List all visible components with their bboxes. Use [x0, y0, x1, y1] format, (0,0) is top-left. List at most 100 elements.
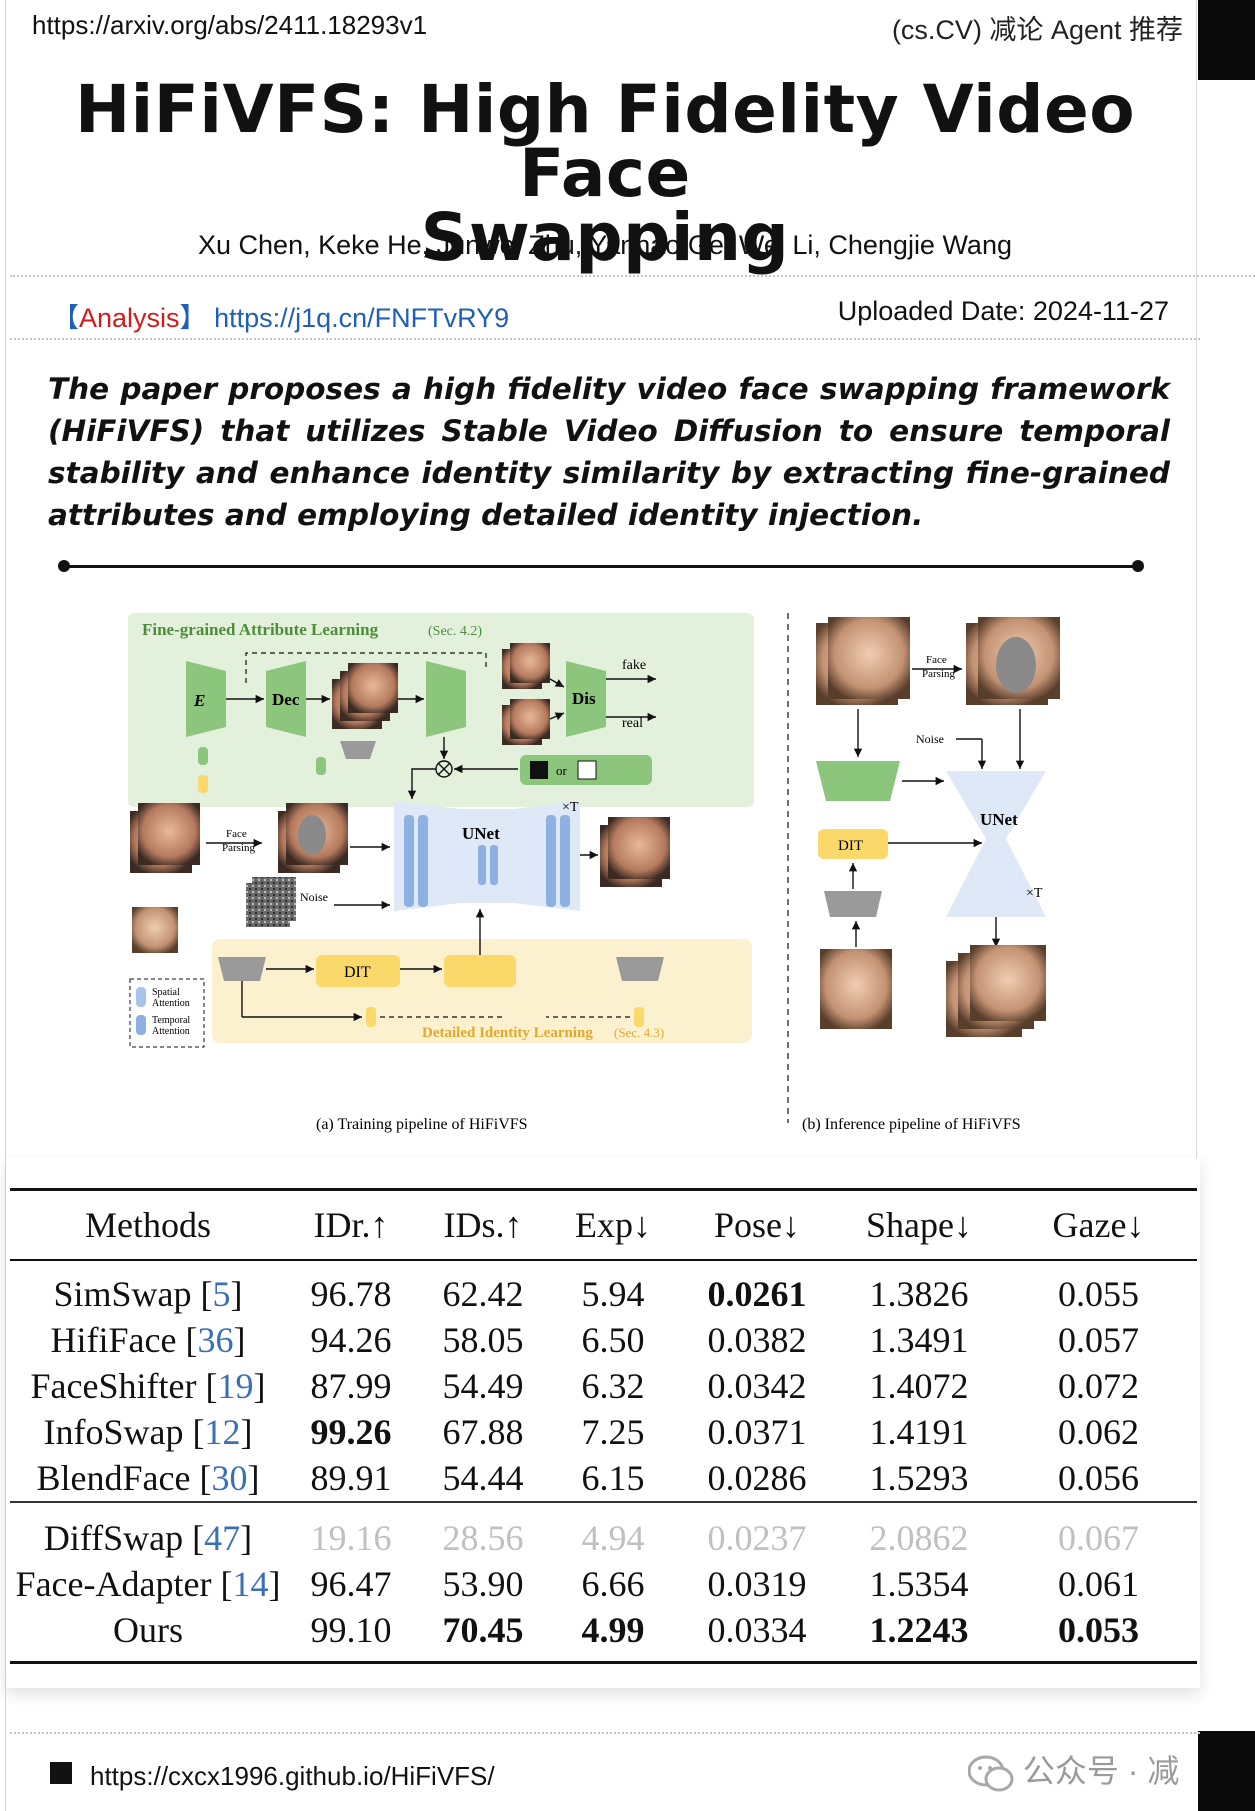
analysis-label: Analysis — [79, 303, 180, 333]
value-cell: 6.50 — [581, 1320, 645, 1360]
summary-rule — [62, 565, 1138, 568]
value-cell: 2.0862 — [838, 1501, 1000, 1561]
value-cell: 1.5293 — [869, 1458, 969, 1498]
uploaded-date: Uploaded Date: 2024-11-27 — [837, 296, 1169, 326]
value-cell: 0.0342 — [707, 1366, 807, 1406]
caption-b: (b) Inference pipeline of HiFiVFS — [802, 1116, 1021, 1133]
real-label: real — [622, 716, 643, 731]
value-cell: 19.16 — [286, 1501, 416, 1561]
col-gaze: Gaze↓ — [1000, 1188, 1197, 1261]
analysis-link-row[interactable]: 【Analysis】 https://j1q.cn/FNFTvRY9 — [52, 296, 509, 335]
table-header-row: Methods IDr.↑ IDs.↑ Exp↓ Pose↓ Shape↓ Ga… — [10, 1188, 1197, 1261]
dit-label-infer: DIT — [838, 838, 863, 854]
wechat-icon — [967, 1755, 1014, 1792]
legend-attention-2: Attention — [152, 1026, 190, 1037]
value-cell: 1.2243 — [838, 1607, 1000, 1664]
col-methods: Methods — [10, 1188, 286, 1261]
value-cell: 96.47 — [310, 1564, 392, 1604]
value-cell: 1.4191 — [869, 1412, 969, 1452]
value-cell: 0.0382 — [707, 1320, 807, 1360]
value-cell: 96.78 — [310, 1274, 392, 1314]
table-row: InfoSwap [12] 99.26 67.88 7.25 0.0371 1.… — [10, 1409, 1197, 1455]
rule-dot-left — [58, 560, 70, 572]
value-cell: 6.66 — [581, 1564, 645, 1604]
arxiv-url[interactable]: https://arxiv.org/abs/2411.18293v1 — [32, 10, 428, 40]
analysis-link[interactable]: https://j1q.cn/FNFTvRY9 — [214, 303, 510, 333]
value-cell: 0.0334 — [676, 1607, 838, 1664]
table-row: BlendFace [30] 89.91 54.44 6.15 0.0286 1… — [10, 1455, 1197, 1502]
caption-a: (a) Training pipeline of HiFiVFS — [316, 1116, 528, 1133]
or-label: or — [556, 763, 568, 778]
category-tag: (cs.CV) 减论 Agent 推荐 — [891, 15, 1183, 45]
legend-temporal: Temporal — [152, 1015, 190, 1026]
paper-title: HiFiVFS: High Fidelity Video Face Swappi… — [0, 71, 1210, 271]
table-row: SimSwap [5] 96.78 62.42 5.94 0.0261 1.38… — [10, 1260, 1197, 1317]
divider-mid — [10, 338, 1200, 340]
value-cell: 0.072 — [1058, 1366, 1139, 1406]
value-cell: 0.062 — [1058, 1412, 1139, 1452]
value-cell: 70.45 — [416, 1607, 550, 1664]
corner-block-top — [1198, 0, 1255, 80]
value-cell: 58.05 — [442, 1320, 524, 1360]
value-cell: 5.94 — [581, 1274, 645, 1314]
value-cell: 1.4072 — [869, 1366, 969, 1406]
project-url[interactable]: https://cxcx1996.github.io/HiFiVFS/ — [90, 1761, 495, 1791]
value-cell: 94.26 — [310, 1320, 392, 1360]
value-cell: 6.15 — [581, 1458, 645, 1498]
col-idr: IDr.↑ — [286, 1188, 416, 1261]
unet-label-train: UNet — [462, 824, 500, 843]
dec-label: Dec — [272, 690, 300, 709]
face-parsing-1: Face — [226, 828, 247, 840]
legend-spatial: Spatial — [152, 987, 180, 998]
value-cell: 54.44 — [442, 1458, 524, 1498]
e-attr-label: E — [193, 691, 205, 710]
face-parsing-b-1: Face — [926, 654, 947, 666]
value-cell: 89.91 — [310, 1458, 392, 1498]
method-cell: DiffSwap [47] — [10, 1501, 286, 1561]
corner-block-bottom — [1198, 1731, 1255, 1811]
divider-bottom — [10, 1732, 1200, 1734]
method-cell: HifiFace [36] — [50, 1320, 246, 1360]
noise-label-infer: Noise — [916, 732, 944, 746]
face-parsing-b-2: Parsing — [922, 668, 956, 680]
col-shape: Shape↓ — [838, 1188, 1000, 1261]
value-cell: 1.3826 — [869, 1274, 969, 1314]
table-row: HifiFace [36] 94.26 58.05 6.50 0.0382 1.… — [10, 1317, 1197, 1363]
architecture-figure: Fine-grained Attribute Learning (Sec. 4.… — [126, 609, 1076, 1135]
dis-label: Dis — [572, 689, 596, 708]
value-cell: 0.057 — [1058, 1320, 1139, 1360]
table-row: FaceShifter [19] 87.99 54.49 6.32 0.0342… — [10, 1363, 1197, 1409]
times-t-infer: ×T — [1026, 886, 1043, 901]
results-table: Methods IDr.↑ IDs.↑ Exp↓ Pose↓ Shape↓ Ga… — [10, 1188, 1197, 1664]
value-cell: 0.0319 — [707, 1564, 807, 1604]
title-line-1: HiFiVFS: High Fidelity Video Face — [74, 71, 1136, 212]
table-row: DiffSwap [47] 19.16 28.56 4.94 0.0237 2.… — [10, 1501, 1197, 1561]
times-t-train: ×T — [562, 800, 579, 815]
fal-sec: (Sec. 4.2) — [428, 624, 482, 639]
value-cell: 53.90 — [442, 1564, 524, 1604]
value-cell: 54.49 — [442, 1366, 524, 1406]
paper-authors: Xu Chen, Keke He, Junwei Zhu, Yanhao Ge,… — [198, 230, 1012, 260]
value-cell: 0.0286 — [707, 1458, 807, 1498]
dit-label-train: DIT — [344, 964, 371, 981]
method-cell: Ours — [10, 1607, 286, 1664]
analysis-bracket-close: 】 — [179, 303, 207, 333]
legend-attention-1: Attention — [152, 998, 190, 1009]
method-cell: SimSwap [5] — [53, 1274, 243, 1314]
value-cell: 1.5354 — [869, 1564, 969, 1604]
value-cell: 4.94 — [550, 1501, 676, 1561]
value-cell: 62.42 — [442, 1274, 524, 1314]
value-cell: 0.056 — [1058, 1458, 1139, 1498]
method-cell: FaceShifter [19] — [30, 1366, 266, 1406]
unet-label-infer: UNet — [980, 810, 1018, 829]
noise-label-train: Noise — [300, 890, 328, 904]
value-cell: 0.067 — [1000, 1501, 1197, 1561]
value-cell: 7.25 — [581, 1412, 645, 1452]
col-ids: IDs.↑ — [416, 1188, 550, 1261]
value-cell: 1.3491 — [869, 1320, 969, 1360]
divider-top — [10, 275, 1255, 277]
paper-summary: The paper proposes a high fidelity video… — [48, 372, 1170, 532]
value-cell: 99.10 — [286, 1607, 416, 1664]
analysis-bracket-open: 【 — [52, 303, 79, 333]
value-cell: 99.26 — [310, 1412, 392, 1452]
